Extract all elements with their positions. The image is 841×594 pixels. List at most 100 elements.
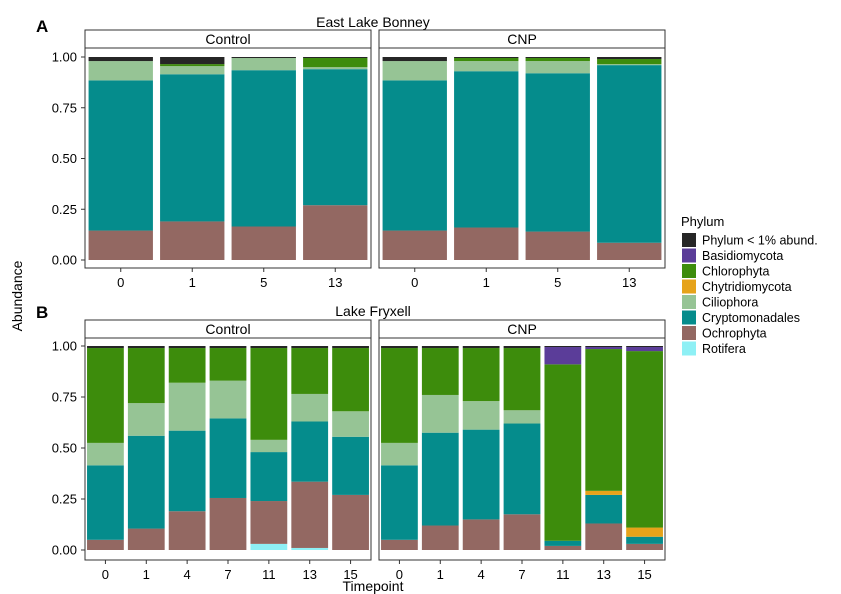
bar-segment-phylum-1-abund [454,57,519,59]
bar-segment-ochrophyta [209,497,247,550]
bar-segment-chlorophyta [87,348,124,443]
panel-letter-a: A [36,17,48,36]
x-tick-label: 7 [224,567,231,582]
bar-segment-cryptomonadales [160,74,225,222]
legend-label-ochrophyta: Ochrophyta [702,327,767,341]
bar-segment-ochrophyta [585,523,623,550]
bar-segment-chytridiomycota [585,490,623,495]
bar-segment-phylum-1-abund [168,346,206,349]
x-tick-label: 11 [262,567,276,582]
bar-segment-cryptomonadales [87,465,124,540]
bar-segment-chlorophyta [462,348,500,402]
bar-segment-chlorophyta [597,59,662,65]
y-tick-label: 0.00 [52,253,77,268]
x-tick-label: 11 [556,567,570,582]
bar-segment-basidiomycota [544,347,582,365]
bar-segment-cryptomonadales [382,80,447,231]
bar-segment-chlorophyta [250,348,288,440]
bar-segment-ciliophora [421,394,459,433]
x-tick-label: 5 [554,275,561,290]
bar-segment-ochrophyta [626,543,663,550]
bar-segment-phylum-1-abund [626,346,663,348]
y-tick-label: 0.50 [52,151,77,166]
x-axis-title: Timepoint [343,578,404,594]
bar-segment-ochrophyta [160,221,225,260]
bar-segment-ochrophyta [421,525,459,550]
bar-segment-ciliophora [303,67,368,70]
x-tick-label: 5 [260,275,267,290]
bar-segment-ochrophyta [291,481,329,548]
bar-segment-ciliophora [127,403,165,436]
row-title-lake-fryxell: Lake Fryxell [335,303,410,319]
bar-segment-cryptomonadales [503,423,541,515]
bar-segment-ochrophyta [525,231,590,260]
bar-segment-cryptomonadales [88,80,153,231]
bar-segment-cryptomonadales [585,494,623,524]
bar-segment-phylum-1-abund [382,57,447,62]
bar-segment-ochrophyta [87,539,124,550]
bar-segment-phylum-1-abund [544,346,582,348]
y-tick-label: 0.75 [52,390,77,405]
bar-segment-chlorophyta [454,58,519,62]
bar-segment-chlorophyta [421,348,459,395]
legend-swatch-rotifera [682,341,696,356]
bar-segment-cryptomonadales [525,73,590,232]
bar-segment-cryptomonadales [626,536,663,544]
bar-segment-chlorophyta [209,348,247,381]
bar-segment-rotifera [250,543,288,550]
legend-label-rotifera: Rotifera [702,342,746,356]
bar-segment-ochrophyta [503,514,541,550]
x-tick-label: 7 [518,567,525,582]
bar-segment-phylum-1-abund [381,346,418,349]
legend-title: Phylum [681,214,724,229]
x-tick-label: 13 [596,567,610,582]
panel-letter-b: B [36,303,48,322]
y-tick-label: 0.25 [52,202,77,217]
panel-border [84,337,372,561]
bar-segment-phylum-1-abund [209,346,247,349]
legend-swatch-chytridiomycota [682,279,696,294]
legend-swatch-cryptomonadales [682,310,696,325]
x-tick-label: 13 [622,275,636,290]
bar-segment-chlorophyta [503,348,541,411]
legend-swatch-phylum-1-abund [682,233,696,247]
bar-segment-cryptomonadales [597,65,662,243]
x-tick-label: 0 [411,275,418,290]
bar-segment-cryptomonadales [462,429,500,520]
bar-segment-ochrophyta [462,519,500,550]
bar-segment-cryptomonadales [544,540,582,546]
bar-segment-ochrophyta [231,226,296,260]
y-tick-label: 0.75 [52,100,77,115]
bar-segment-ochrophyta [544,545,582,550]
row-title-east-lake-bonney: East Lake Bonney [316,14,430,30]
bar-segment-chlorophyta [381,348,418,443]
y-tick-label: 0.50 [52,441,77,456]
bar-segment-chlorophyta [291,348,329,394]
x-tick-label: 4 [184,567,191,582]
bar-segment-chlorophyta [585,349,623,491]
bar-segment-ochrophyta [250,501,288,544]
bar-segment-chlorophyta [544,364,582,541]
facet-label-control: Control [205,31,250,47]
y-tick-label: 1.00 [52,50,77,65]
bar-segment-ciliophora [87,442,124,466]
y-tick-label: 0.00 [52,543,77,558]
bar-segment-cryptomonadales [209,418,247,498]
bar-segment-phylum-1-abund [421,346,459,349]
bar-segment-ochrophyta [168,511,206,550]
bar-segment-cryptomonadales [250,452,288,502]
bar-segment-chlorophyta [303,58,368,68]
y-axis-title: Abundance [9,260,25,331]
bar-segment-phylum-1-abund [303,57,368,59]
legend-swatch-chlorophyta [682,264,696,278]
bar-segment-phylum-1-abund [525,57,590,59]
bar-segment-ochrophyta [127,528,165,550]
panel-border [84,47,372,269]
bar-segment-cryptomonadales [291,421,329,482]
legend-label-cryptomonadales: Cryptomonadales [702,311,800,325]
bar-segment-phylum-1-abund [250,346,288,349]
x-tick-label: 1 [483,275,490,290]
bar-segment-phylum-1-abund [160,57,225,65]
x-tick-label: 0 [117,275,124,290]
